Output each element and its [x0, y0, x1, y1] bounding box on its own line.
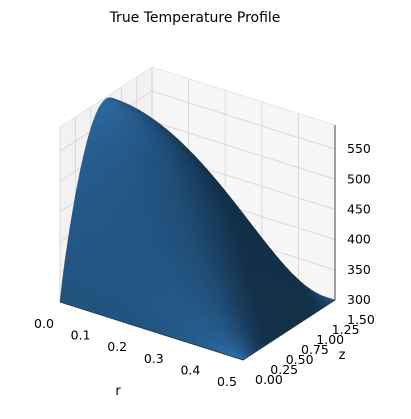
- x-tick-label: 0.1: [71, 328, 91, 343]
- surface-plot: [59, 97, 336, 361]
- y-tick-label: 1.50: [347, 312, 375, 327]
- tick-labels: 0.0 0.1 0.2 0.3 0.4 0.5 0.000.250.500.751.001.…: [34, 141, 375, 389]
- z-tick-label: 450: [347, 202, 371, 217]
- chart-title: True Temperature Profile: [109, 10, 281, 26]
- y-tick-label: 0.00: [255, 372, 283, 387]
- x-tick-label: 0.4: [180, 362, 200, 377]
- x-tick-label: 0.2: [107, 339, 127, 354]
- z-tick-label: 500: [347, 171, 371, 186]
- z-tick-label: 300: [347, 292, 371, 307]
- z-tick-label: 350: [347, 262, 371, 277]
- y-tick-label: 0.25: [270, 362, 298, 377]
- x-tick-label: 0.3: [144, 351, 164, 366]
- y-tick-label: 0.50: [286, 352, 314, 367]
- x-axis-label: r: [115, 384, 121, 399]
- y-axis-line: [242, 299, 336, 361]
- z-tick-label: 400: [347, 232, 371, 247]
- y-tick-label: 1.00: [316, 332, 344, 347]
- grid-line-z: [151, 120, 336, 180]
- z-tick-label: 550: [347, 141, 371, 156]
- y-tick-label: 1.25: [332, 322, 360, 337]
- x-tick-label: 0.5: [217, 374, 237, 389]
- y-axis-label: z: [339, 348, 346, 363]
- x-axis-line: [59, 301, 244, 361]
- axis-lines: [59, 125, 336, 361]
- x-tick-label: 0.0: [34, 316, 54, 331]
- y-tick-label: 0.75: [301, 342, 329, 357]
- grid-line-z: [151, 90, 336, 150]
